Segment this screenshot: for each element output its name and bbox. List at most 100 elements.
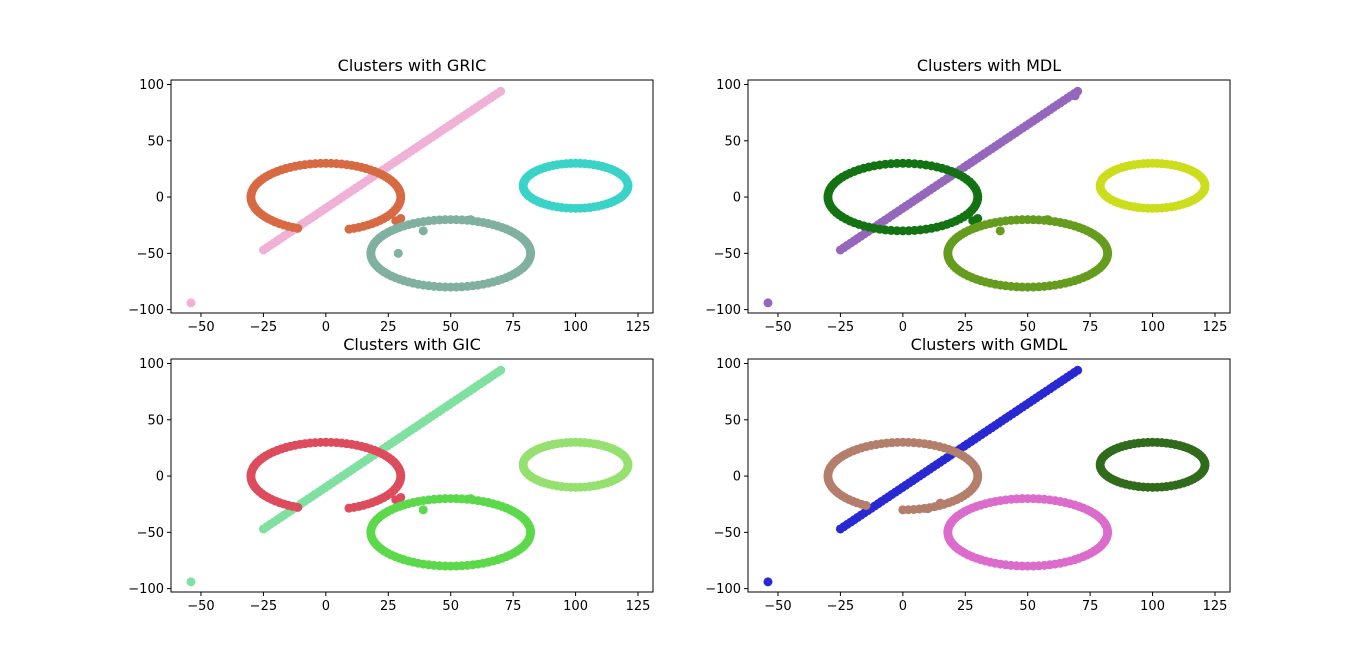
- cluster-series-4: [391, 213, 406, 226]
- chart-title: Clusters with GMDL: [911, 335, 1068, 354]
- x-tick-label: 50: [1019, 320, 1036, 335]
- cluster-series-3: [823, 437, 983, 515]
- data-point: [496, 86, 506, 96]
- cluster-series-3: [246, 437, 406, 513]
- x-tick-label: 50: [1019, 599, 1036, 614]
- data-point: [466, 494, 476, 504]
- cluster-series-7: [1095, 158, 1210, 213]
- data-point: [418, 226, 428, 236]
- data-point: [293, 223, 303, 233]
- y-tick-label: −100: [705, 582, 741, 597]
- cluster-series-1: [258, 86, 506, 255]
- chart-title: Clusters with MDL: [917, 56, 1061, 75]
- y-tick-label: 0: [733, 191, 741, 206]
- data-point: [566, 203, 576, 213]
- data-point: [1073, 365, 1083, 375]
- data-point: [861, 500, 871, 510]
- cluster-series-4: [391, 492, 406, 505]
- data-point: [440, 561, 450, 571]
- x-tick-label: −50: [764, 320, 791, 335]
- x-tick-label: 25: [380, 320, 397, 335]
- cluster-series-6: [995, 215, 1053, 236]
- data-point: [186, 577, 196, 587]
- cluster-series-1: [835, 86, 1083, 255]
- y-tick-label: 0: [156, 191, 164, 206]
- data-point: [1017, 282, 1027, 292]
- subplot-2: Clusters with MDL −50 −25 0 25 50 75 100 125 −100…: [705, 56, 1231, 335]
- x-tick-label: 100: [1140, 320, 1165, 335]
- data-point: [995, 226, 1005, 236]
- cluster-series-5: [943, 494, 1113, 571]
- x-tick-label: 125: [1203, 599, 1228, 614]
- cluster-series-1: [835, 365, 1083, 534]
- cluster-series-6: [393, 215, 476, 258]
- data-point: [566, 482, 576, 492]
- x-tick-label: −25: [250, 320, 277, 335]
- cluster-series-5: [943, 215, 1113, 292]
- cluster-series-2: [186, 577, 196, 587]
- y-tick-label: −50: [137, 247, 164, 262]
- data-point: [393, 248, 403, 258]
- x-tick-label: 0: [899, 320, 907, 335]
- data-point: [1070, 91, 1080, 101]
- data-point: [892, 226, 902, 236]
- data-point: [496, 365, 506, 375]
- cluster-series-6: [1095, 437, 1210, 492]
- x-tick-label: 25: [957, 320, 974, 335]
- x-tick-label: −25: [827, 320, 854, 335]
- data-point: [935, 498, 945, 508]
- y-tick-label: 0: [156, 470, 164, 485]
- chart-title: Clusters with GIC: [343, 335, 481, 354]
- y-tick-label: 50: [147, 413, 164, 428]
- data-point: [1043, 215, 1053, 225]
- y-tick-label: 100: [139, 357, 164, 372]
- data-point: [968, 216, 978, 226]
- x-tick-label: 100: [563, 320, 588, 335]
- x-tick-label: 75: [505, 320, 522, 335]
- y-tick-label: 50: [724, 413, 741, 428]
- y-tick-label: −50: [137, 526, 164, 541]
- x-tick-label: 75: [505, 599, 522, 614]
- y-tick-label: −50: [714, 247, 741, 262]
- x-tick-label: −50: [764, 599, 791, 614]
- cluster-series-5: [366, 215, 536, 292]
- x-tick-label: 0: [322, 320, 330, 335]
- data-point: [1017, 561, 1027, 571]
- data-point: [1143, 203, 1153, 213]
- x-tick-label: 100: [1140, 599, 1165, 614]
- y-tick-label: 0: [733, 470, 741, 485]
- y-tick-label: 50: [724, 134, 741, 149]
- x-tick-label: 100: [563, 599, 588, 614]
- cluster-series-2: [186, 298, 196, 308]
- y-tick-label: 100: [139, 78, 164, 93]
- x-tick-label: 75: [1082, 599, 1099, 614]
- y-tick-label: −100: [128, 582, 164, 597]
- x-tick-label: 125: [626, 599, 651, 614]
- cluster-series-6: [418, 494, 476, 515]
- plot-area: [747, 358, 1231, 593]
- x-tick-label: 125: [1203, 320, 1228, 335]
- subplot-3: Clusters with GIC −50 −25 0 25 50 75 100 125 −100…: [128, 335, 654, 614]
- cluster-series-4: [968, 213, 983, 226]
- plot-area: [747, 79, 1231, 314]
- x-tick-label: −25: [827, 599, 854, 614]
- data-point: [1143, 482, 1153, 492]
- cluster-series-2: [763, 91, 1080, 308]
- cluster-series-4: [923, 498, 945, 514]
- x-tick-label: −25: [250, 599, 277, 614]
- cluster-series-3: [823, 158, 983, 236]
- x-tick-label: 75: [1082, 320, 1099, 335]
- cluster-series-3: [246, 158, 406, 234]
- x-tick-label: 125: [626, 320, 651, 335]
- data-point: [440, 282, 450, 292]
- x-tick-label: 50: [442, 320, 459, 335]
- y-tick-label: −50: [714, 526, 741, 541]
- cluster-series-2: [763, 577, 773, 587]
- data-point: [293, 502, 303, 512]
- chart-title: Clusters with GRIC: [338, 56, 487, 75]
- x-tick-label: 25: [380, 599, 397, 614]
- cluster-series-7: [518, 158, 633, 213]
- subplot-4: Clusters with GMDL −50 −25 0 25 50 75 100 125 −10…: [705, 335, 1231, 614]
- data-point: [391, 216, 401, 226]
